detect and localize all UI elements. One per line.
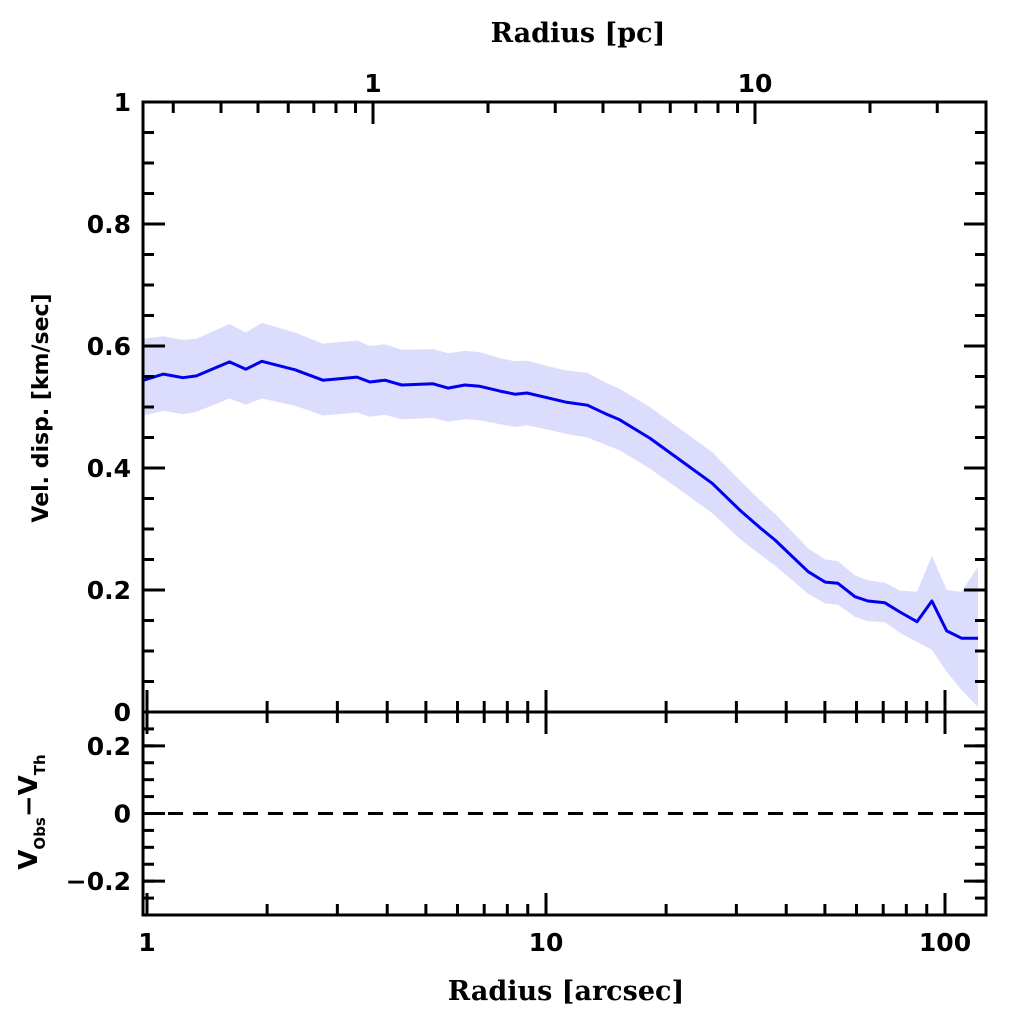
x-tick-label: 1 [138, 928, 155, 957]
residual-ylabel-sub-th: Th [31, 754, 49, 775]
error-band [143, 322, 978, 708]
x-axis-label: Radius [arcsec] [448, 976, 684, 1007]
y-tick-label: 0.2 [87, 576, 131, 605]
data-line-layer [143, 359, 979, 640]
axes-frame-layer [141, 100, 988, 917]
x-tick-label: 10 [529, 928, 564, 957]
ticks-layer [143, 100, 986, 917]
y-tick-label: 0.6 [87, 332, 131, 361]
y-tick-label: 0.8 [87, 210, 131, 239]
top-x-tick-label: 1 [364, 69, 381, 98]
residual-y-axis-label: VObs−VTh [14, 754, 49, 869]
top-x-axis-label: Radius [pc] [491, 18, 666, 49]
residual-ylabel-v1: V [14, 850, 44, 870]
y-tick-label: 0 [114, 698, 131, 727]
residual-ylabel-sub-obs: Obs [31, 817, 49, 849]
y-tick-label: 1 [114, 88, 131, 117]
top-x-tick-label: 10 [738, 69, 773, 98]
residual-y-tick-label: 0.2 [87, 732, 131, 761]
residual-ylabel-minus-v: −V [14, 775, 44, 817]
y-axis-label: Vel. disp. [km/sec] [29, 293, 54, 522]
x-tick-label: 100 [919, 928, 971, 957]
residual-y-tick-label: −0.2 [66, 867, 131, 896]
y-tick-label: 0.4 [87, 454, 131, 483]
error-band-layer [143, 322, 978, 708]
residual-y-tick-label: 0 [114, 800, 131, 829]
